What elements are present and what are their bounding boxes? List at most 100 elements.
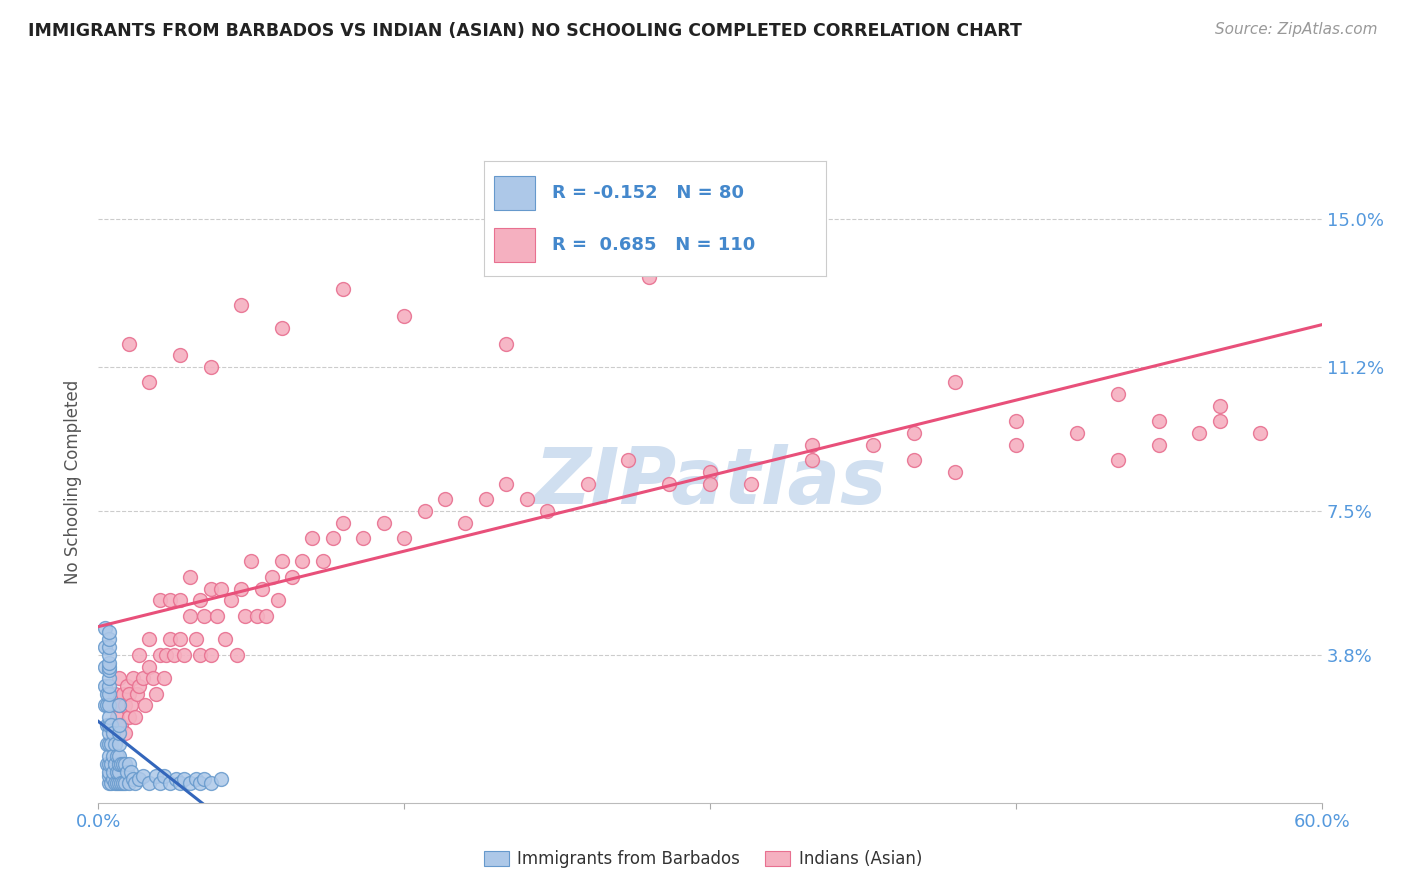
Point xyxy=(97,664,120,678)
Point xyxy=(108,725,131,739)
Point xyxy=(110,756,132,771)
Point xyxy=(209,582,232,596)
Point xyxy=(104,687,127,701)
Point xyxy=(97,687,120,701)
Point xyxy=(118,687,141,701)
Point xyxy=(301,531,323,545)
Point xyxy=(903,425,925,440)
Text: Source: ZipAtlas.com: Source: ZipAtlas.com xyxy=(1215,22,1378,37)
Point xyxy=(100,756,122,771)
Point xyxy=(101,764,124,779)
Point xyxy=(108,738,131,752)
Point xyxy=(193,609,215,624)
Point xyxy=(658,476,681,491)
Text: ZIPatlas: ZIPatlas xyxy=(534,443,886,520)
Point xyxy=(1249,425,1271,440)
Point xyxy=(145,687,167,701)
Point xyxy=(291,554,314,568)
Point xyxy=(93,621,115,635)
Point xyxy=(127,687,149,701)
Point xyxy=(152,768,174,782)
Point xyxy=(214,632,236,647)
Point xyxy=(267,593,290,607)
Point xyxy=(111,687,134,701)
Point xyxy=(219,593,242,607)
Point xyxy=(138,659,160,673)
Point xyxy=(1066,425,1088,440)
Point xyxy=(233,609,256,624)
Point xyxy=(413,504,436,518)
Point xyxy=(169,348,191,362)
Point xyxy=(101,772,124,787)
Y-axis label: No Schooling Completed: No Schooling Completed xyxy=(65,380,83,583)
Point xyxy=(699,476,721,491)
Point xyxy=(114,776,136,790)
Point xyxy=(903,453,925,467)
Point xyxy=(801,438,824,452)
Point xyxy=(270,321,294,335)
Point xyxy=(536,231,558,245)
Point xyxy=(392,310,416,324)
Point xyxy=(118,756,141,771)
Point xyxy=(120,698,142,713)
Point xyxy=(128,772,150,787)
Point xyxy=(943,465,966,479)
Point xyxy=(101,725,124,739)
Point xyxy=(93,659,115,673)
Point xyxy=(495,336,517,351)
Point xyxy=(186,772,208,787)
Point xyxy=(97,656,120,670)
Point xyxy=(96,738,118,752)
Point xyxy=(100,738,122,752)
Point xyxy=(138,632,160,647)
Point xyxy=(152,671,174,685)
Point xyxy=(101,749,124,764)
Point xyxy=(96,687,118,701)
Point xyxy=(801,453,824,467)
Point xyxy=(281,570,304,584)
Point xyxy=(163,648,186,662)
Point xyxy=(97,698,120,713)
Point xyxy=(188,593,212,607)
Point xyxy=(105,710,128,724)
Point xyxy=(97,768,120,782)
Point xyxy=(100,698,122,713)
Point xyxy=(260,570,283,584)
Point xyxy=(114,756,136,771)
Point xyxy=(124,710,146,724)
Point xyxy=(104,738,127,752)
Point xyxy=(943,376,966,390)
Point xyxy=(105,764,128,779)
Point xyxy=(97,640,120,654)
Point xyxy=(114,725,136,739)
Point xyxy=(699,465,721,479)
Point xyxy=(118,336,141,351)
Point xyxy=(118,776,141,790)
Point xyxy=(97,718,120,732)
Point xyxy=(352,531,374,545)
Point xyxy=(312,554,335,568)
Point xyxy=(373,516,395,530)
Point xyxy=(105,749,128,764)
Point xyxy=(128,679,150,693)
Point xyxy=(155,648,177,662)
Point xyxy=(122,671,145,685)
Point xyxy=(159,632,181,647)
Point xyxy=(179,609,201,624)
Text: IMMIGRANTS FROM BARBADOS VS INDIAN (ASIAN) NO SCHOOLING COMPLETED CORRELATION CH: IMMIGRANTS FROM BARBADOS VS INDIAN (ASIA… xyxy=(28,22,1022,40)
Point xyxy=(142,671,165,685)
Point xyxy=(115,679,138,693)
Point xyxy=(104,776,127,790)
Point xyxy=(250,582,273,596)
Point xyxy=(110,718,132,732)
Point xyxy=(454,516,477,530)
Legend: Immigrants from Barbados, Indians (Asian): Immigrants from Barbados, Indians (Asian… xyxy=(478,844,928,875)
Point xyxy=(93,698,115,713)
Point xyxy=(165,772,187,787)
Point xyxy=(332,516,354,530)
Point xyxy=(205,609,228,624)
Point xyxy=(97,725,120,739)
Point xyxy=(1004,438,1026,452)
Point xyxy=(179,570,201,584)
Point xyxy=(173,648,195,662)
